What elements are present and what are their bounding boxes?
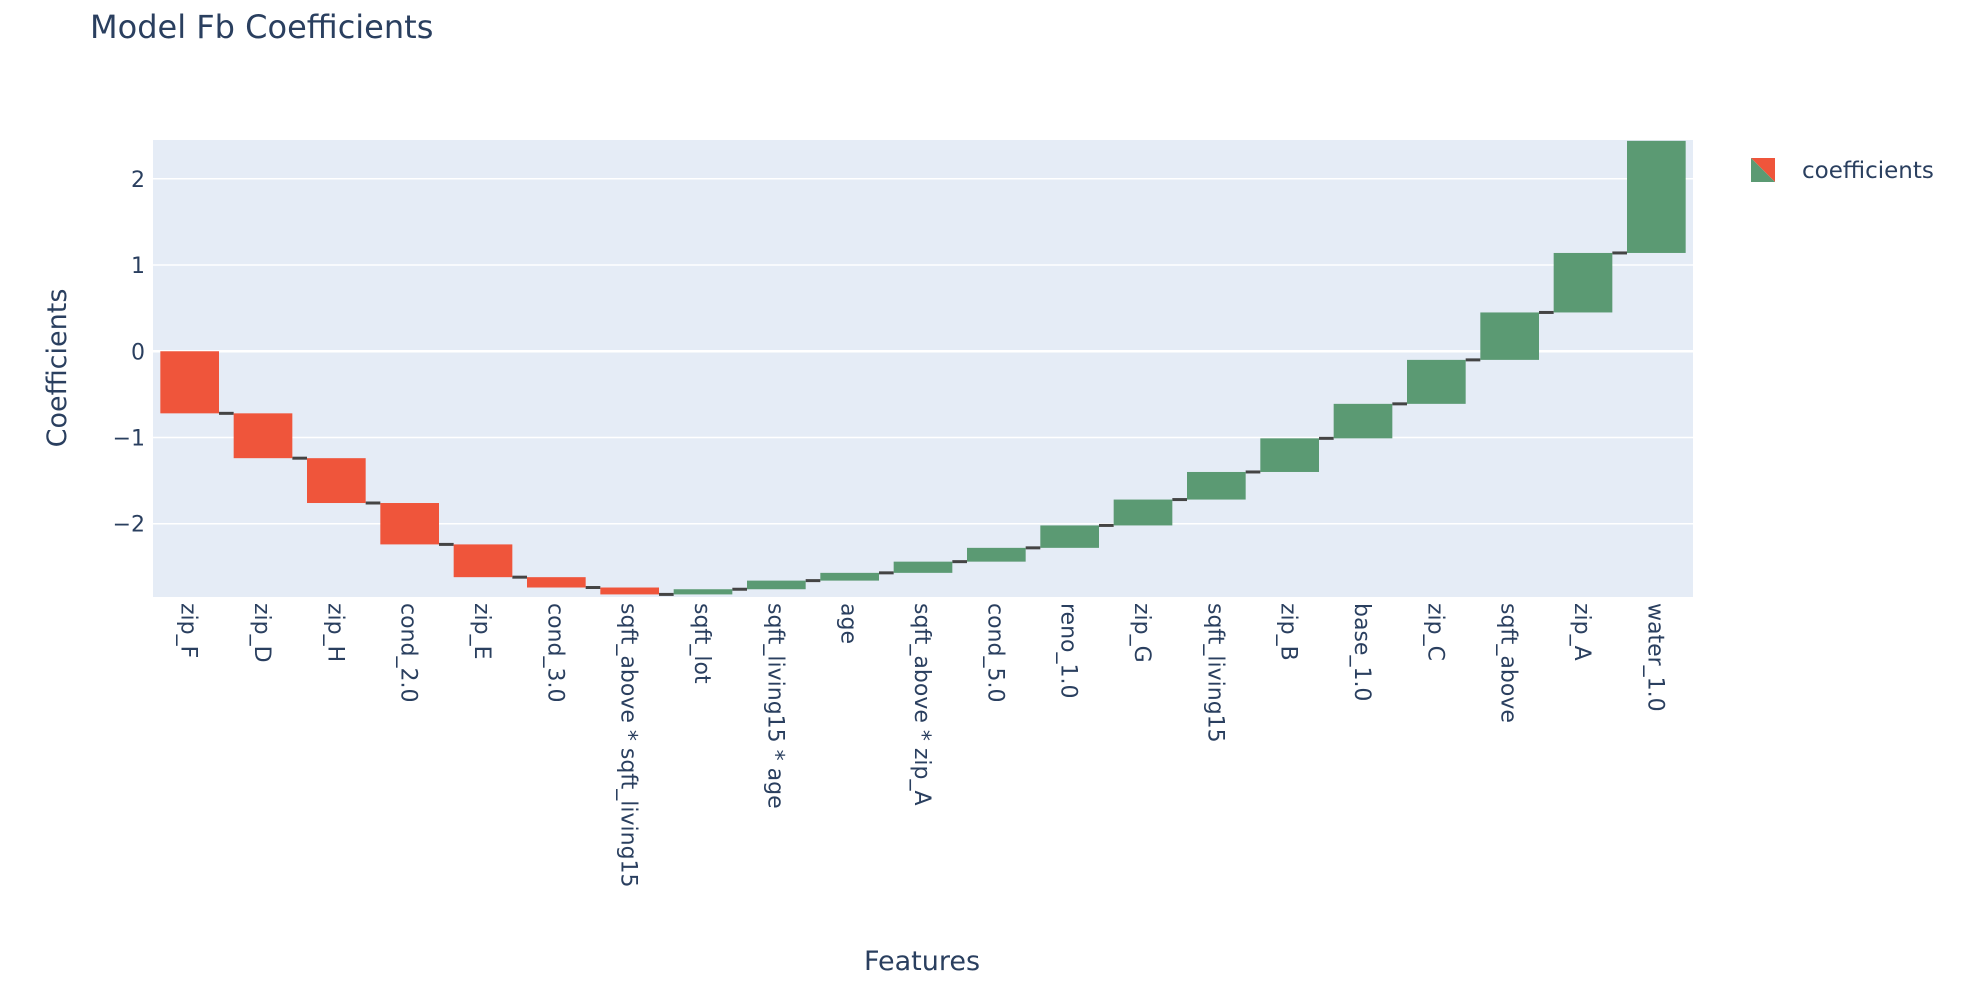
x-axis-title: Features [864,946,980,977]
waterfall-bar[interactable] [160,351,219,414]
waterfall-bar[interactable] [1480,312,1539,360]
waterfall-bar[interactable] [820,572,879,581]
x-tick-label: zip_F [176,603,201,658]
y-tick-labels: 2 1 0 −1 −2 [113,168,145,538]
x-tick-label: sqft_above * zip_A [909,603,934,806]
waterfall-bar[interactable] [1040,525,1099,548]
bars [160,140,1686,595]
waterfall-bar[interactable] [1187,471,1246,500]
gridlines [153,178,1693,525]
waterfall-bar[interactable] [1553,252,1613,313]
waterfall-bar[interactable] [380,503,439,545]
chart-title: Model Fb Coefficients [90,8,433,46]
x-tick-label: water_1.0 [1642,603,1667,712]
x-tick-label: cond_5.0 [982,603,1007,702]
x-tick-label: zip_A [1569,603,1594,661]
x-tick-label: zip_E [469,603,494,660]
x-tick-label: zip_D [249,603,274,663]
waterfall-bar[interactable] [1407,359,1466,404]
waterfall-bar[interactable] [1627,140,1686,253]
waterfall-bar[interactable] [893,561,953,573]
x-tick-label: zip_H [322,603,347,662]
waterfall-bar[interactable] [1113,499,1173,526]
x-tick-label: zip_B [1276,603,1301,661]
waterfall-bar[interactable] [600,587,659,595]
waterfall-bar[interactable] [1260,438,1319,472]
y-tick-label: 1 [131,254,145,279]
waterfall-bar[interactable] [673,589,733,595]
waterfall-bar[interactable] [747,580,806,590]
x-tick-label: base_1.0 [1349,603,1374,701]
x-tick-label: zip_G [1129,603,1154,663]
x-tick-label: sqft_above [1496,603,1521,723]
x-tick-label: sqft_lot [689,603,714,684]
x-tick-label: cond_2.0 [396,603,421,702]
x-tick-label: sqft_above * sqft_living15 [616,603,641,888]
waterfall-bar[interactable] [233,413,293,459]
waterfall-bar[interactable] [1333,403,1393,439]
y-tick-label: −1 [113,426,145,451]
y-tick-label: −2 [113,513,145,538]
y-tick-label: 2 [131,168,145,193]
x-tick-label: sqft_living15 * age [762,603,787,809]
legend-swatch-increasing [1751,158,1775,182]
y-axis-title: Coefficients [42,289,73,448]
connectors [219,251,1627,596]
legend[interactable]: coefficients [1751,158,1934,184]
waterfall-bar[interactable] [307,458,366,504]
x-tick-label: cond_3.0 [542,603,567,702]
x-tick-labels: zip_F zip_D zip_H cond_2.0 zip_E cond_3.0 sqft… [176,603,1668,888]
waterfall-bar[interactable] [967,547,1026,562]
x-tick-label: age [836,603,861,644]
x-tick-label: zip_C [1422,603,1447,661]
x-tick-label: reno_1.0 [1056,603,1081,699]
waterfall-bar[interactable] [453,544,513,578]
x-tick-label: sqft_living15 [1202,603,1227,743]
waterfall-bar[interactable] [527,577,586,588]
legend-label: coefficients [1802,158,1934,184]
y-tick-label: 0 [131,340,145,365]
